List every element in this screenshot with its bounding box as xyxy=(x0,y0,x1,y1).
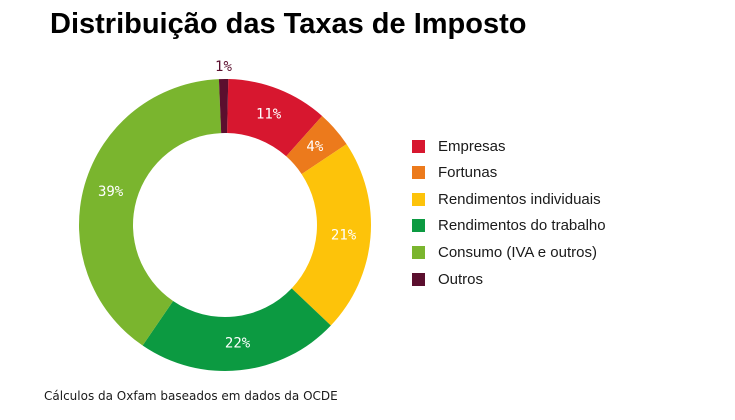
legend-label: Rendimentos individuais xyxy=(438,190,601,208)
slice-empresas xyxy=(227,79,323,157)
data-label-consumo-iva-e-outros: 39% xyxy=(98,184,124,200)
legend-item: Outros xyxy=(412,269,483,289)
legend-item: Empresas xyxy=(412,136,506,156)
slice-outros xyxy=(218,79,229,134)
slice-fortunas xyxy=(286,115,347,175)
slice-rendimentos-do-trabalho xyxy=(142,288,331,371)
chart-title: Distribuição das Taxas de Imposto xyxy=(50,8,527,40)
source-note: Cálculos da Oxfam baseados em dados da O… xyxy=(44,389,338,403)
legend-label: Rendimentos do trabalho xyxy=(438,217,606,235)
legend-item: Consumo (IVA e outros) xyxy=(412,242,597,262)
slice-consumo-iva-e-outros xyxy=(79,79,222,346)
legend-swatch xyxy=(412,192,425,206)
legend-label: Outros xyxy=(438,270,484,288)
legend-label: Consumo (IVA e outros) xyxy=(438,243,597,261)
legend-item: Rendimentos do trabalho xyxy=(412,216,606,236)
legend-swatch xyxy=(412,272,425,286)
data-label-empresas: 11% xyxy=(256,106,282,122)
legend-item: Rendimentos individuais xyxy=(412,189,601,209)
legend-swatch xyxy=(412,245,425,259)
data-label-rendimentos-individuais: 21% xyxy=(331,227,357,243)
data-label-fortunas: 4% xyxy=(306,139,323,155)
legend-label: Empresas xyxy=(438,137,506,155)
data-label-rendimentos-do-trabalho: 22% xyxy=(225,335,251,351)
legend-swatch xyxy=(412,166,425,180)
legend-label: Fortunas xyxy=(438,164,498,182)
slice-rendimentos-individuais xyxy=(291,144,371,326)
legend-item: Fortunas xyxy=(412,163,497,183)
legend-swatch xyxy=(412,219,425,233)
legend-swatch xyxy=(412,139,425,153)
data-label-outros: 1% xyxy=(215,59,232,75)
